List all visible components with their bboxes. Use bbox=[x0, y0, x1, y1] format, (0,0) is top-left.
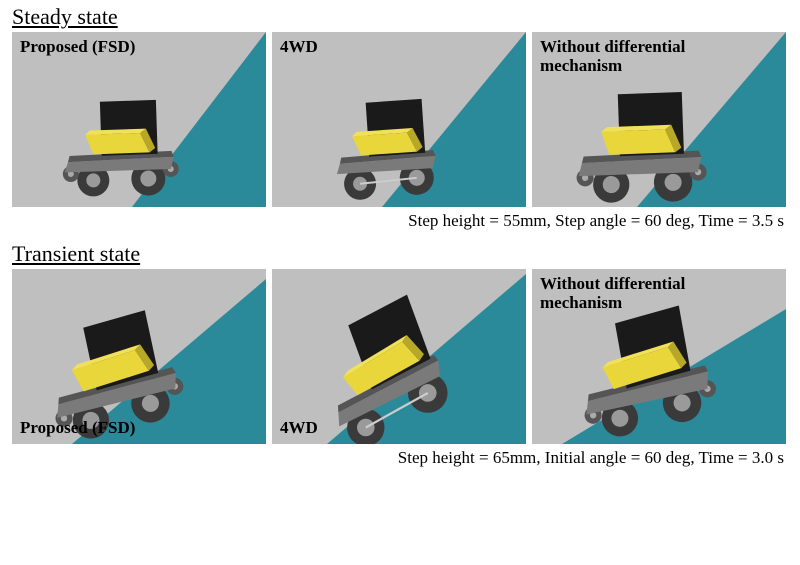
panel-transient-4wd: 4WD bbox=[272, 269, 526, 444]
panel-steady-fsd: Proposed (FSD) bbox=[12, 32, 266, 207]
panel-label: Proposed (FSD) bbox=[20, 419, 135, 438]
panel-transient-fsd: Proposed (FSD) bbox=[12, 269, 266, 444]
section-title-steady: Steady state bbox=[0, 0, 800, 32]
section-title-transient: Transient state bbox=[0, 237, 800, 269]
caption-transient: Step height = 65mm, Initial angle = 60 d… bbox=[0, 444, 800, 474]
caption-steady: Step height = 55mm, Step angle = 60 deg,… bbox=[0, 207, 800, 237]
wheelchair-icon bbox=[567, 54, 727, 207]
panel-label: 4WD bbox=[280, 38, 318, 57]
panel-label: Without differential mechanism bbox=[540, 275, 685, 312]
wheelchair-icon bbox=[320, 62, 470, 207]
wheelchair-icon bbox=[314, 279, 479, 444]
panel-label: Without differential mechanism bbox=[540, 38, 685, 75]
wheelchair-icon bbox=[52, 60, 202, 207]
panel-label: 4WD bbox=[280, 419, 318, 438]
panel-transient-nodiff: Without differential mechanism bbox=[532, 269, 786, 444]
panel-label: Proposed (FSD) bbox=[20, 38, 135, 57]
panel-steady-nodiff: Without differential mechanism bbox=[532, 32, 786, 207]
panel-steady-4wd: 4WD bbox=[272, 32, 526, 207]
row-transient: Proposed (FSD) 4WD bbox=[0, 269, 800, 444]
row-steady: Proposed (FSD) 4WD bbox=[0, 32, 800, 207]
